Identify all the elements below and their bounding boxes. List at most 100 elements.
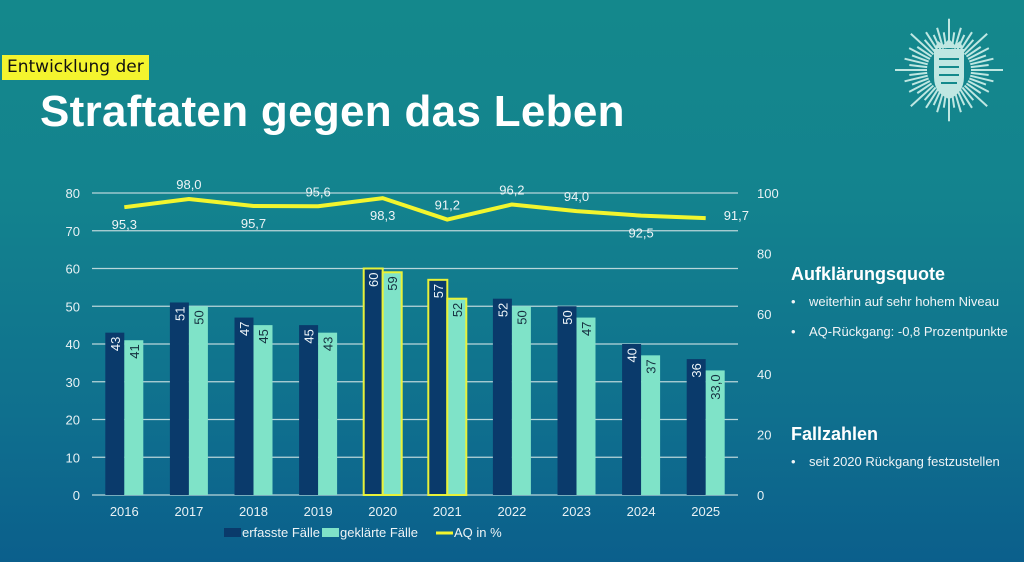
star-ray <box>911 54 930 63</box>
star-ray <box>916 46 933 58</box>
star-ray <box>970 71 989 76</box>
bar-data-label: 50 <box>191 310 206 324</box>
bar-data-label: 36 <box>689 363 704 377</box>
bar-erfasste-faelle <box>362 267 384 496</box>
x-tick-label: 2025 <box>691 504 720 519</box>
star-ray <box>916 82 933 94</box>
aq-data-label: 94,0 <box>564 189 589 204</box>
x-tick-label: 2023 <box>562 504 591 519</box>
bar-data-label: 37 <box>644 359 659 373</box>
star-ray <box>904 74 928 83</box>
legend-label: AQ in % <box>454 525 502 540</box>
bar-erfasste-faelle <box>169 302 189 495</box>
bar-erfasste-faelle <box>492 298 512 495</box>
star-ray <box>923 39 937 54</box>
bar-data-label: 47 <box>579 322 594 336</box>
legend-label: geklärte Fälle <box>340 525 418 540</box>
bar-data-label: 57 <box>431 284 446 298</box>
sidebar-section-fallzahlen: Fallzahlen seit 2020 Rückgang festzustel… <box>791 424 1011 483</box>
aq-data-label: 91,2 <box>435 198 460 213</box>
bullet-item: seit 2020 Rückgang festzustellen <box>791 453 1011 470</box>
star-ray <box>970 74 994 83</box>
bar-data-label: 45 <box>256 329 271 343</box>
aq-data-label: 91,7 <box>724 208 749 223</box>
bar-data-label: 60 <box>366 273 381 287</box>
star-ray <box>909 64 928 69</box>
star-ray <box>961 39 975 54</box>
slide-title: Straftaten gegen das Leben <box>40 87 625 136</box>
bar-erfasste-faelle <box>234 317 254 495</box>
star-ray <box>968 54 987 63</box>
bar-data-label: 40 <box>625 348 640 362</box>
y-left-tick: 60 <box>66 262 80 277</box>
star-ray <box>961 86 975 101</box>
star-ray <box>910 32 935 56</box>
y-right-tick: 100 <box>757 186 779 201</box>
aq-data-label: 95,3 <box>112 217 137 232</box>
section-heading: Fallzahlen <box>791 424 879 444</box>
y-left-tick: 50 <box>66 299 80 314</box>
x-tick-label: 2018 <box>239 504 268 519</box>
star-ray <box>909 71 928 76</box>
star-ray <box>923 86 937 101</box>
x-tick-label: 2024 <box>627 504 656 519</box>
star-ray <box>965 82 982 94</box>
bar-data-label: 59 <box>385 276 400 290</box>
bar-data-label: 43 <box>321 337 336 351</box>
star-ray <box>965 46 982 58</box>
bar-geklaerte-faelle <box>253 325 273 495</box>
star-ray <box>970 57 994 66</box>
aq-data-label: 98,3 <box>370 208 395 223</box>
aq-data-label: 92,5 <box>628 226 653 241</box>
x-tick-label: 2020 <box>368 504 397 519</box>
y-left-tick: 0 <box>73 488 80 503</box>
bar-data-label: 45 <box>302 329 317 343</box>
star-ray <box>959 88 973 109</box>
bar-geklaerte-faelle <box>641 355 661 495</box>
bar-data-label: 41 <box>127 344 142 358</box>
aq-data-label: 96,2 <box>499 182 524 197</box>
bar-geklaerte-faelle <box>124 340 144 495</box>
legend-label: erfasste Fälle <box>242 525 320 540</box>
bar-erfasste-faelle <box>622 344 642 495</box>
star-ray <box>908 80 931 93</box>
star-ray <box>956 89 966 106</box>
bar-erfasste-faelle <box>299 325 319 495</box>
star-ray <box>925 88 939 109</box>
bar-geklaerte-faelle <box>446 297 468 497</box>
y-left-tick: 30 <box>66 375 80 390</box>
bar-data-label: 50 <box>560 310 575 324</box>
bar-geklaerte-faelle <box>188 306 208 495</box>
sidebar-section-aq: Aufklärungsquote weiterhin auf sehr hohe… <box>791 264 1011 353</box>
bar-data-label: 33,0 <box>708 374 723 399</box>
y-right-tick: 60 <box>757 307 771 322</box>
star-ray <box>904 57 928 66</box>
y-right-tick: 80 <box>757 246 771 261</box>
bar-data-label: 50 <box>514 310 529 324</box>
legend-swatch <box>322 528 339 537</box>
bar-erfasste-faelle <box>557 306 577 495</box>
x-tick-label: 2017 <box>174 504 203 519</box>
bar-data-label: 47 <box>237 322 252 336</box>
police-star-icon <box>895 18 1003 122</box>
star-ray <box>963 32 988 56</box>
bullet-item: weiterhin auf sehr hohem Niveau <box>791 293 1011 310</box>
bar-geklaerte-faelle <box>381 271 403 496</box>
y-left-tick: 10 <box>66 450 80 465</box>
bar-data-label: 51 <box>172 306 187 320</box>
aq-line <box>124 196 706 222</box>
x-tick-label: 2022 <box>497 504 526 519</box>
bar-data-label: 52 <box>495 303 510 317</box>
star-ray <box>967 47 990 60</box>
star-ray <box>963 84 988 108</box>
aq-data-label: 95,7 <box>241 216 266 231</box>
star-ray <box>932 89 942 106</box>
bar-geklaerte-faelle <box>576 317 596 495</box>
bar-erfasste-faelle <box>105 332 125 495</box>
y-left-tick: 70 <box>66 224 80 239</box>
y-right-tick: 0 <box>757 488 764 503</box>
y-left-tick: 80 <box>66 186 80 201</box>
star-ray <box>910 84 935 108</box>
aq-data-label: 98,0 <box>176 177 201 192</box>
